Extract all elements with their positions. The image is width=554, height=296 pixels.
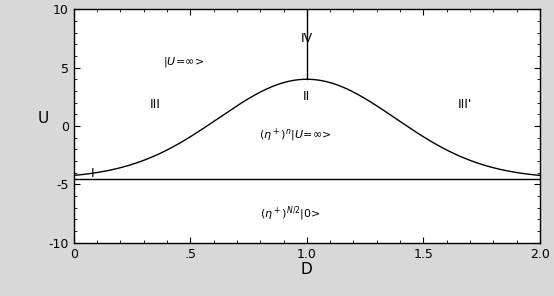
Text: II: II — [303, 90, 310, 103]
Text: IV: IV — [301, 32, 313, 45]
Text: III': III' — [458, 99, 473, 112]
X-axis label: D: D — [301, 262, 313, 277]
Text: $(\eta^+)^n|U\!=\!\infty\!>$: $(\eta^+)^n|U\!=\!\infty\!>$ — [259, 127, 332, 144]
Text: $|U\!=\!\infty\!>$: $|U\!=\!\infty\!>$ — [162, 55, 204, 69]
Text: I: I — [91, 167, 94, 180]
Text: $(\eta^+)^{N/2}|0\!>$: $(\eta^+)^{N/2}|0\!>$ — [260, 204, 321, 223]
Text: III: III — [150, 99, 161, 112]
Y-axis label: U: U — [38, 111, 49, 126]
